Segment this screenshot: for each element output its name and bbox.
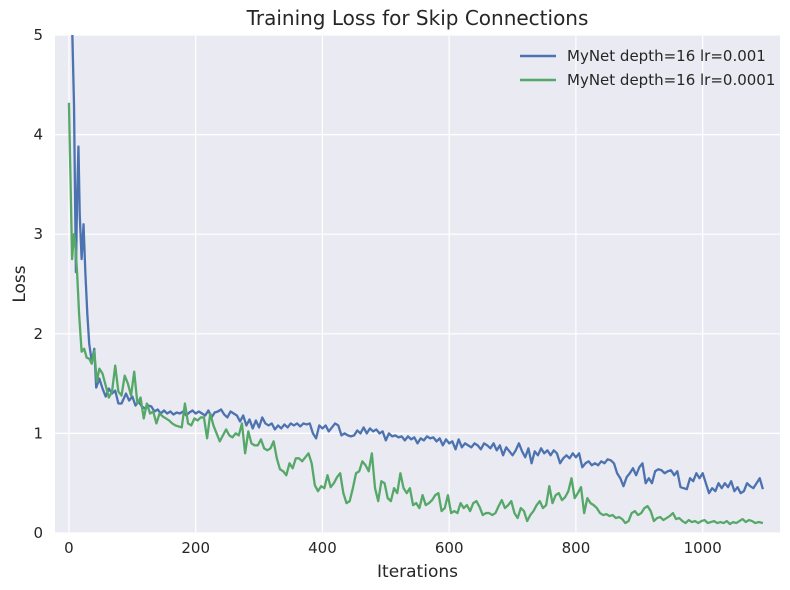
x-tick-label: 1000 — [684, 539, 722, 557]
y-tick-label: 3 — [33, 225, 43, 243]
y-tick-label: 1 — [33, 424, 43, 442]
legend: MyNet depth=16 lr=0.001 MyNet depth=16 lr… — [520, 47, 775, 89]
legend-label-2: MyNet depth=16 lr=0.0001 — [567, 71, 775, 89]
grid — [55, 34, 780, 534]
y-tick-label: 4 — [33, 126, 43, 144]
x-tick-label: 600 — [435, 539, 464, 557]
chart-title: Training Loss for Skip Connections — [246, 6, 589, 30]
x-tick-label: 0 — [64, 539, 74, 557]
series-lines — [67, 35, 764, 526]
tick-labels: 0 200 400 600 800 1000 0 1 2 3 4 5 — [33, 26, 721, 557]
y-tick-label: 0 — [33, 524, 43, 542]
x-axis-label: Iterations — [377, 562, 458, 582]
series-line-2 — [67, 102, 764, 526]
y-tick-label: 2 — [33, 325, 43, 343]
x-tick-label: 400 — [308, 539, 337, 557]
y-tick-label: 5 — [33, 26, 43, 44]
plot-area — [55, 35, 780, 533]
y-axis-label: Loss — [10, 265, 30, 302]
series-line-1 — [71, 35, 764, 495]
legend-label-1: MyNet depth=16 lr=0.001 — [567, 47, 766, 65]
x-tick-label: 800 — [562, 539, 591, 557]
x-tick-label: 200 — [181, 539, 210, 557]
